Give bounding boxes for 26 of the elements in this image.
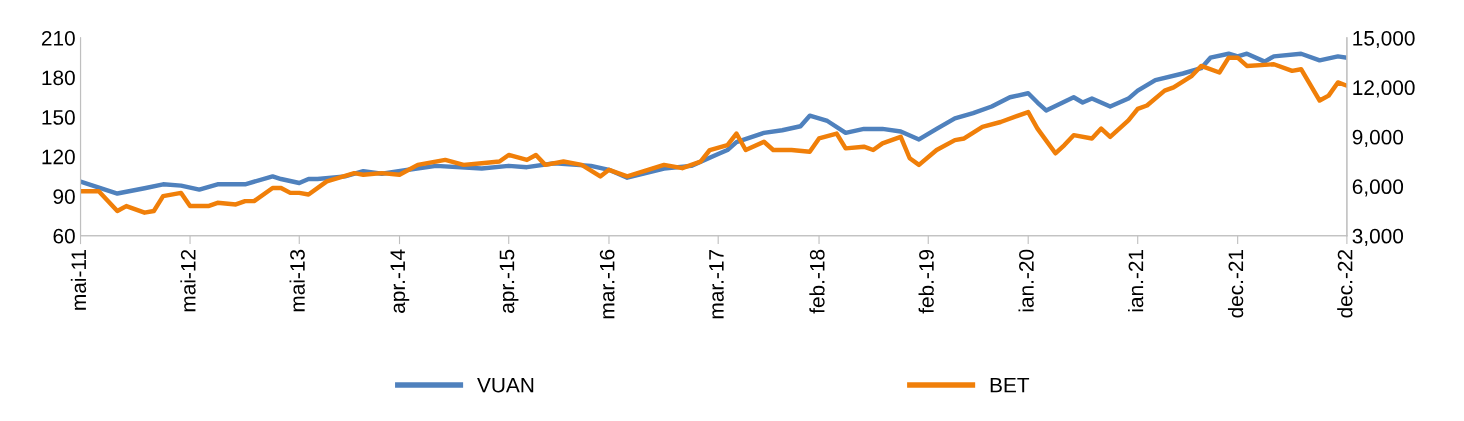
y2-tick-label: 6,000: [1352, 179, 1404, 197]
y-tick-label: 60: [53, 228, 75, 244]
x-tick-label: mai-13: [289, 249, 305, 312]
x-tick-label: mar.-16: [599, 249, 615, 319]
y2-tick-label: 9,000: [1352, 129, 1404, 148]
x-tick-label: feb.-18: [809, 249, 825, 314]
x-tick-label: mai-11: [70, 249, 87, 310]
x-tick-label: mai-12: [180, 250, 196, 312]
y-tick-label: 150: [42, 110, 75, 125]
legend-label: BET: [990, 377, 1030, 393]
y-tick-label: 120: [42, 149, 75, 165]
x-tick-label: feb.-19: [918, 249, 934, 314]
x-tick-label: dec.-22: [1337, 249, 1353, 318]
legend-label: VUAN: [477, 377, 534, 393]
x-tick-label: ian.-21: [1128, 249, 1144, 312]
x-tick-label: apr.-14: [390, 249, 410, 313]
y-tick-label: 90: [53, 189, 75, 204]
y-tick-label: 180: [42, 70, 75, 86]
x-tick-label: dec.-21: [1227, 249, 1244, 318]
y2-tick-label: 12,000: [1353, 80, 1415, 98]
x-tick-label: mar.-17: [709, 249, 724, 319]
x-tick-label: ian.-20: [1018, 249, 1034, 312]
y-tick-label: 210: [41, 30, 75, 46]
y2-tick-label: 15,000: [1353, 30, 1415, 49]
x-tick-label: apr.-15: [499, 249, 519, 313]
y2-tick-label: 3,000: [1352, 228, 1404, 246]
